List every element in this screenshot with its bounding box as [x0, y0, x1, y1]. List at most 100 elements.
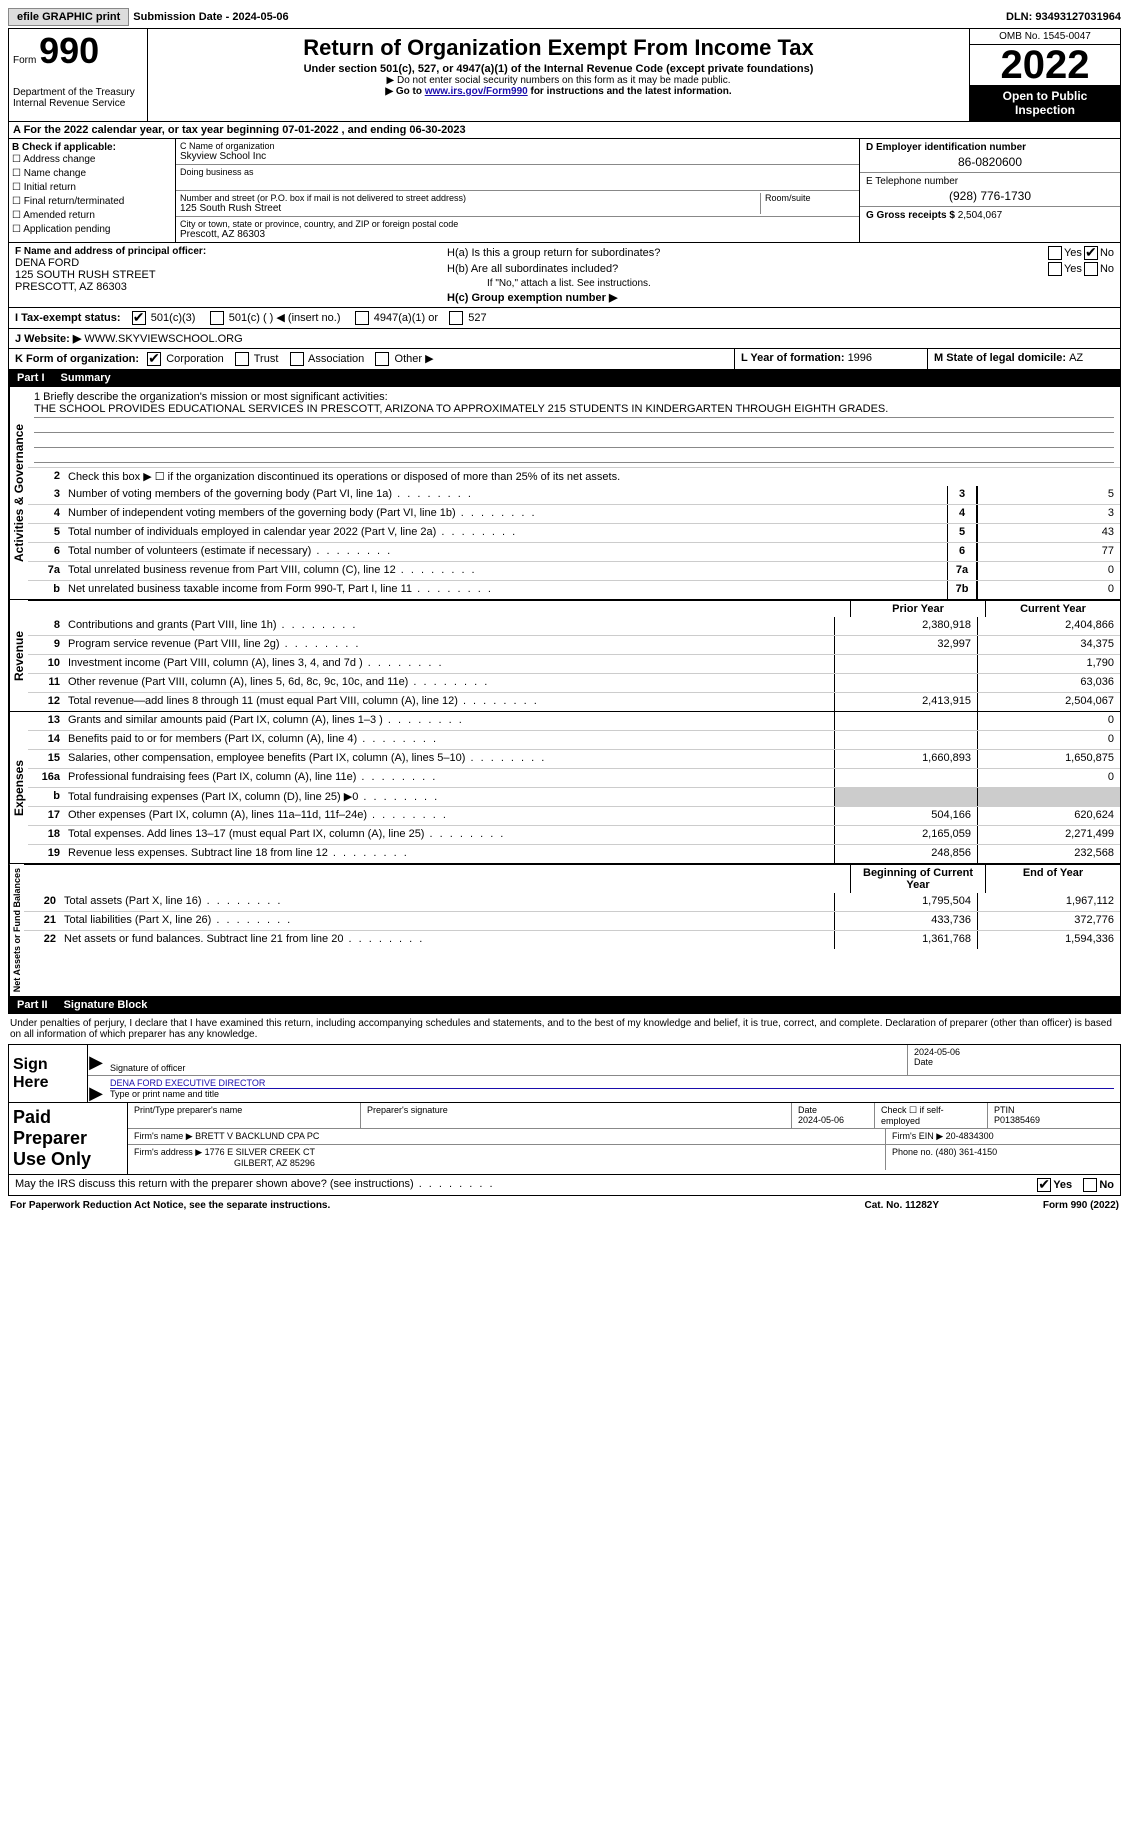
firm-ein-label: Firm's EIN ▶ [892, 1131, 946, 1141]
tax-status: I Tax-exempt status: 501(c)(3) 501(c) ( … [9, 308, 1120, 328]
ha-no[interactable] [1084, 246, 1098, 260]
discuss-row: May the IRS discuss this return with the… [8, 1175, 1121, 1196]
discuss-question: May the IRS discuss this return with the… [9, 1175, 1029, 1195]
page-footer: For Paperwork Reduction Act Notice, see … [8, 1196, 1121, 1215]
submission-date-label: Submission Date - 2024-05-06 [133, 11, 288, 23]
hb-question: H(b) Are all subordinates included? [447, 263, 1046, 275]
city-label: City or town, state or province, country… [180, 219, 855, 229]
paid-preparer-block: Paid Preparer Use Only Print/Type prepar… [8, 1103, 1121, 1175]
footer-center: Cat. No. 11282Y [865, 1200, 939, 1211]
col-de: D Employer identification number 86-0820… [859, 139, 1120, 242]
irs-link[interactable]: www.irs.gov/Form990 [425, 86, 528, 97]
prep-self-label[interactable]: Check ☐ if self-employed [875, 1103, 988, 1128]
hb-no[interactable] [1084, 262, 1098, 276]
sig-name: DENA FORD EXECUTIVE DIRECTOR [110, 1078, 1114, 1089]
ck-assoc[interactable] [290, 352, 304, 366]
ck-amended[interactable]: ☐ Amended return [12, 209, 172, 223]
part-ii-title: Signature Block [64, 999, 148, 1011]
street-value: 125 South Rush Street [180, 203, 760, 214]
vtab-expenses: Expenses [9, 712, 28, 863]
ein-value: 86-0820600 [866, 153, 1114, 169]
header-left: Form 990 Department of the Treasury Inte… [9, 29, 148, 121]
ha-line: H(a) Is this a group return for subordin… [447, 246, 1114, 260]
hb-yes[interactable] [1048, 262, 1062, 276]
ck-address-change[interactable]: ☐ Address change [12, 153, 172, 167]
expenses-body: 13 Grants and similar amounts paid (Part… [28, 712, 1120, 863]
discuss-no[interactable] [1083, 1178, 1097, 1192]
website-cell: J Website: ▶ WWW.SKYVIEWSCHOOL.ORG [9, 329, 1120, 348]
part-i-title: Summary [61, 372, 111, 384]
open-to-public: Open to Public Inspection [970, 85, 1120, 121]
hc-line: H(c) Group exemption number ▶ [447, 291, 1114, 304]
ein-label: D Employer identification number [866, 142, 1026, 153]
ck-final-return[interactable]: ☐ Final return/terminated [12, 195, 172, 209]
hc-label: H(c) Group exemption number ▶ [447, 292, 617, 304]
footer-right: Form 990 (2022) [939, 1200, 1119, 1211]
sig-name-label: Type or print name and title [110, 1089, 1114, 1099]
part-i-header: Part I Summary [8, 370, 1121, 387]
hb-note: If "No," attach a list. See instructions… [447, 278, 1114, 289]
netassets-body: Beginning of Current Year End of Year 20… [24, 864, 1120, 996]
officer-name: DENA FORD [15, 257, 435, 269]
efile-print-button[interactable]: efile GRAPHIC print [8, 8, 129, 26]
city-value: Prescott, AZ 86303 [180, 229, 855, 240]
l-cell: L Year of formation: 1996 [734, 349, 927, 369]
section-expenses: Expenses 13 Grants and similar amounts p… [8, 712, 1121, 864]
ck-trust[interactable] [235, 352, 249, 366]
arrow-icon-2: ▶ [88, 1076, 104, 1102]
revenue-body: Prior Year Current Year 8 Contributions … [28, 600, 1120, 711]
vtab-revenue: Revenue [9, 600, 28, 711]
form-header: Form 990 Department of the Treasury Inte… [8, 28, 1121, 122]
goto-note: ▶ Go to www.irs.gov/Form990 for instruct… [156, 86, 961, 97]
arrow-icon: ▶ [88, 1045, 104, 1075]
ck-4947[interactable] [355, 311, 369, 325]
k-cell: K Form of organization: Corporation Trus… [9, 349, 734, 369]
row-j: J Website: ▶ WWW.SKYVIEWSCHOOL.ORG [8, 329, 1121, 349]
line-2-desc: Check this box ▶ ☐ if the organization d… [64, 468, 1120, 486]
discuss-yes[interactable] [1037, 1178, 1051, 1192]
ck-501c[interactable] [210, 311, 224, 325]
officer-addr2: PRESCOTT, AZ 86303 [15, 281, 435, 293]
prep-row-3: Firm's address ▶ 1776 E SILVER CREEK CT … [128, 1145, 1120, 1170]
line-22: 22 Net assets or fund balances. Subtract… [24, 930, 1120, 949]
website-value: WWW.SKYVIEWSCHOOL.ORG [84, 333, 242, 345]
vtab-governance: Activities & Governance [9, 387, 28, 599]
ein-cell: D Employer identification number 86-0820… [860, 139, 1120, 173]
officer-label: F Name and address of principal officer: [15, 246, 435, 257]
ck-app-pending[interactable]: ☐ Application pending [12, 223, 172, 237]
row-i: I Tax-exempt status: 501(c)(3) 501(c) ( … [8, 308, 1121, 329]
hb-line: H(b) Are all subordinates included? Yes … [447, 262, 1114, 276]
form-subtitle: Under section 501(c), 527, or 4947(a)(1)… [156, 63, 961, 75]
dba-label: Doing business as [180, 167, 855, 177]
gov-line-3: 3 Number of voting members of the govern… [28, 486, 1120, 504]
header-center: Return of Organization Exempt From Incom… [148, 29, 969, 121]
line-18: 18 Total expenses. Add lines 13–17 (must… [28, 825, 1120, 844]
row-fh: F Name and address of principal officer:… [8, 243, 1121, 308]
discuss-answer: Yes No [1029, 1175, 1120, 1195]
na-col-headers: Beginning of Current Year End of Year [24, 864, 1120, 893]
prep-date-label: Date [798, 1105, 817, 1115]
ck-corp[interactable] [147, 352, 161, 366]
ck-other[interactable] [375, 352, 389, 366]
dln: DLN: 93493127031964 [1006, 11, 1121, 23]
sig-row-2: ▶ DENA FORD EXECUTIVE DIRECTOR Type or p… [88, 1076, 1120, 1102]
i-label: I Tax-exempt status: [15, 312, 121, 324]
firm-name: BRETT V BACKLUND CPA PC [195, 1131, 319, 1141]
ck-name-change[interactable]: ☐ Name change [12, 167, 172, 181]
row-klm: K Form of organization: Corporation Trus… [8, 349, 1121, 370]
firm-phone-label: Phone no. [892, 1147, 936, 1157]
sig-intro: Under penalties of perjury, I declare th… [8, 1014, 1121, 1044]
ck-527[interactable] [449, 311, 463, 325]
ha-yes[interactable] [1048, 246, 1062, 260]
section-governance: Activities & Governance 1 Briefly descri… [8, 387, 1121, 600]
line-21: 21 Total liabilities (Part X, line 26) 4… [24, 911, 1120, 930]
firm-phone: (480) 361-4150 [936, 1147, 998, 1157]
sig-row-1: ▶ Signature of officer 2024-05-06 Date [88, 1045, 1120, 1076]
ck-501c3[interactable] [132, 311, 146, 325]
top-bar: efile GRAPHIC print Submission Date - 20… [8, 8, 1121, 26]
ck-initial-return[interactable]: ☐ Initial return [12, 181, 172, 195]
prep-name-label: Print/Type preparer's name [128, 1103, 361, 1128]
footer-left: For Paperwork Reduction Act Notice, see … [10, 1200, 865, 1211]
prep-date: 2024-05-06 [798, 1115, 844, 1125]
officer-cell: F Name and address of principal officer:… [9, 243, 441, 307]
